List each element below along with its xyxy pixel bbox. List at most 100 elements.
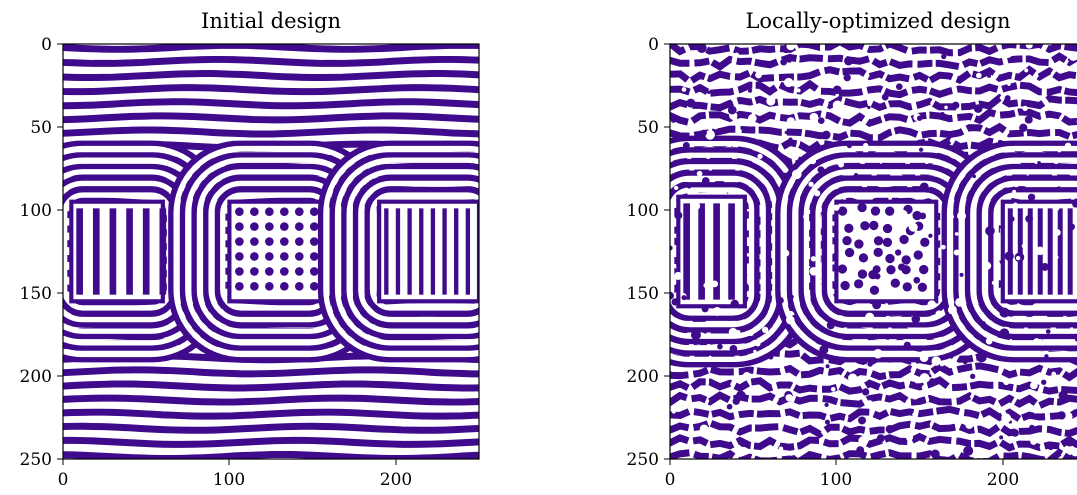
- pattern-dot: [235, 252, 244, 261]
- pattern-speckle: [983, 261, 992, 270]
- pattern-stripe: [63, 366, 479, 378]
- pattern-dot: [885, 206, 895, 216]
- pattern-speckle: [705, 129, 715, 140]
- pattern-stripe: [63, 408, 479, 420]
- pattern-speckle: [748, 330, 754, 336]
- pattern-speckle: [686, 98, 696, 108]
- pattern-speckle: [999, 328, 1010, 338]
- pattern-speckle: [1058, 390, 1068, 401]
- pattern-speckle: [670, 245, 673, 251]
- pattern-speckle: [696, 44, 707, 53]
- pattern-speckle: [950, 214, 955, 219]
- pattern-ring: [317, 140, 479, 363]
- pattern-speckle: [671, 298, 679, 306]
- pattern-speckle: [825, 364, 830, 369]
- pattern-speckle: [803, 214, 808, 219]
- pattern-speckle: [1030, 381, 1038, 390]
- pattern-dot: [309, 282, 319, 291]
- pattern-stripe: [670, 391, 1077, 410]
- pattern-speckle: [736, 330, 741, 335]
- pattern-speckle: [928, 233, 933, 238]
- pattern-speckle: [955, 297, 965, 307]
- pattern-gap: [993, 192, 1077, 311]
- pattern-speckle: [873, 348, 883, 359]
- pattern-speckle: [1054, 255, 1059, 259]
- pattern-speckle: [867, 400, 873, 405]
- x-tick-label: 100: [820, 470, 852, 490]
- pattern-bar: [395, 208, 401, 295]
- pattern-speckle: [1031, 404, 1041, 414]
- pattern-speckle: [947, 305, 957, 315]
- pattern-speckle: [1064, 142, 1072, 149]
- pattern-dot: [265, 267, 274, 276]
- pattern-bar: [142, 208, 150, 295]
- pattern-speckle: [737, 128, 742, 134]
- pattern-dot: [250, 222, 259, 231]
- pattern-ring: [670, 170, 772, 333]
- pattern-speckle: [885, 424, 894, 434]
- pattern-speckle: [1007, 82, 1011, 86]
- pattern-speckle: [670, 117, 677, 123]
- pattern-speckle: [742, 372, 752, 381]
- pattern-speckle: [671, 366, 676, 371]
- pattern-dot: [294, 282, 304, 291]
- pattern-speckle: [781, 172, 789, 179]
- pattern-speckle: [1040, 262, 1049, 271]
- pattern-dot: [294, 252, 304, 261]
- pattern-gap: [970, 169, 1077, 334]
- pattern-speckle: [865, 312, 875, 322]
- pattern-speckle: [792, 154, 799, 161]
- heatmap-image: [670, 44, 1077, 459]
- pattern-speckle: [986, 73, 991, 78]
- pattern-speckle: [965, 420, 974, 429]
- pattern-stripe: [670, 419, 1077, 439]
- pattern-dot: [309, 252, 319, 261]
- pattern-bar: [442, 208, 447, 295]
- pattern-speckle: [703, 282, 709, 288]
- pattern-dot: [886, 265, 896, 275]
- y-tick-label: 150: [627, 284, 659, 304]
- pattern-dot: [857, 202, 867, 213]
- pattern-speckle: [674, 361, 679, 366]
- pattern-speckle: [1019, 123, 1028, 132]
- pattern-speckle: [686, 183, 692, 189]
- pattern-bar: [1027, 208, 1033, 295]
- pattern-speckle: [833, 204, 840, 211]
- pattern-stripe: [63, 380, 479, 392]
- pattern-speckle: [1025, 44, 1033, 49]
- y-tick-label: 0: [41, 35, 52, 55]
- pattern-speckle: [832, 100, 843, 111]
- pattern-stripe: [670, 122, 1077, 142]
- pattern-speckle: [973, 104, 983, 113]
- pattern-speckle: [885, 335, 890, 340]
- pattern-dot: [309, 207, 319, 216]
- pattern-bar: [430, 208, 436, 295]
- pattern-ring: [964, 163, 1077, 340]
- pattern-speckle: [1044, 354, 1049, 359]
- pattern-speckle: [895, 83, 903, 90]
- pattern-speckle: [944, 105, 948, 110]
- pattern-speckle: [1013, 202, 1018, 208]
- pattern-speckle: [894, 249, 902, 256]
- pattern-dot: [294, 237, 304, 246]
- chart-title: Locally-optimized design: [745, 9, 1010, 33]
- pattern-speckle: [817, 166, 825, 174]
- pattern-speckle: [963, 445, 974, 456]
- pattern-speckle: [1041, 379, 1047, 385]
- pattern-dot: [860, 221, 870, 231]
- pattern-speckle: [941, 53, 947, 60]
- pattern-speckle: [1030, 438, 1037, 445]
- pattern-bar: [92, 208, 100, 295]
- pattern-speckle: [1004, 95, 1011, 102]
- pattern-speckle: [717, 343, 723, 350]
- pattern-speckle: [970, 373, 976, 379]
- pattern-speckle: [843, 74, 851, 82]
- pattern-stripe: [63, 422, 479, 434]
- pattern-gap: [946, 145, 1077, 358]
- pattern-dot: [265, 207, 274, 216]
- pattern-dot: [235, 282, 244, 291]
- pattern-core-border: [1000, 199, 1077, 304]
- y-tick-label: 0: [648, 35, 659, 55]
- pattern-speckle: [874, 273, 881, 280]
